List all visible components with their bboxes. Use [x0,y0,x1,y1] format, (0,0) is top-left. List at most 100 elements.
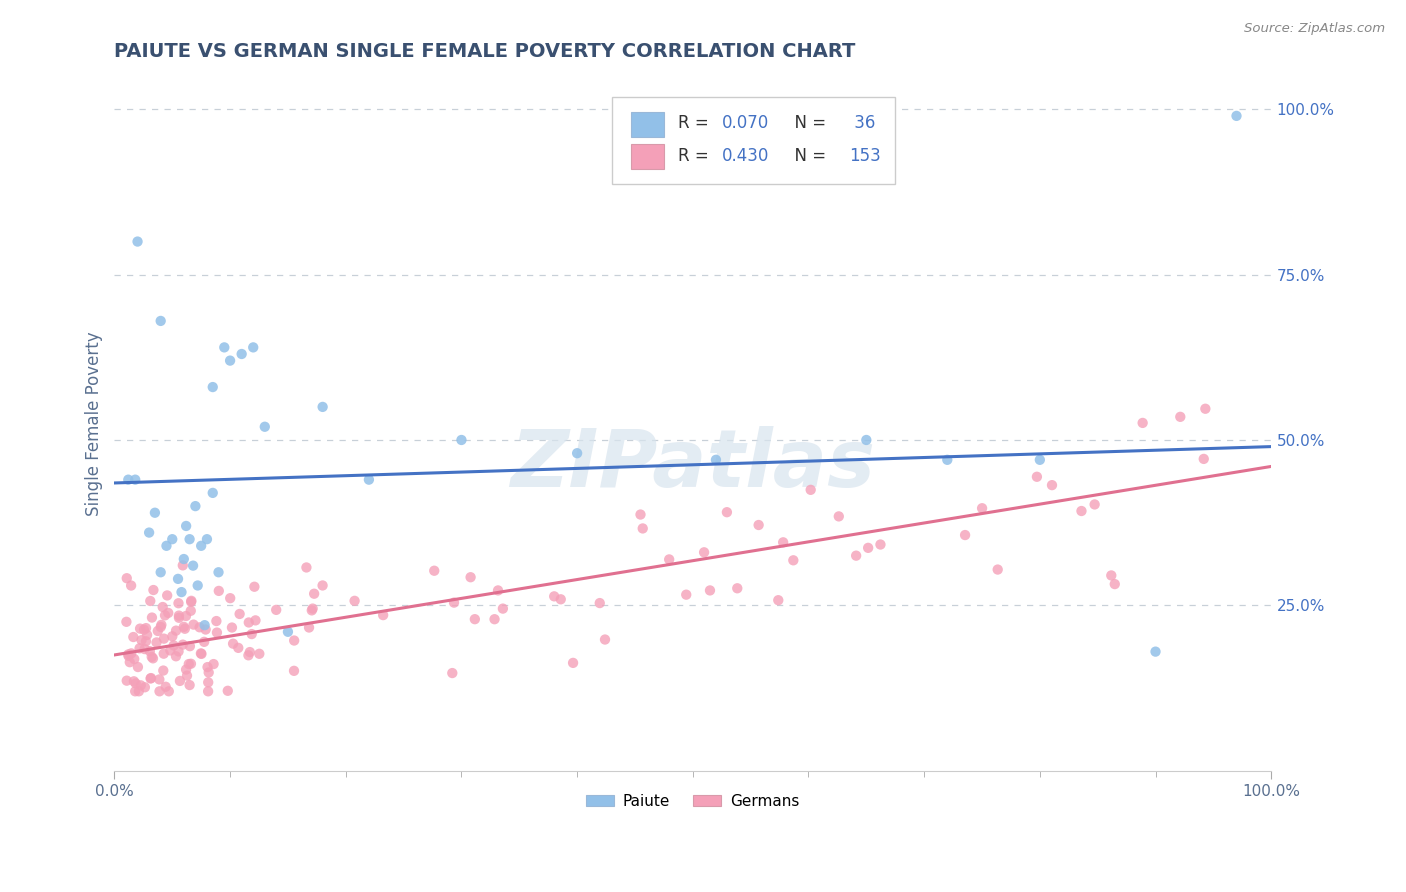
Point [264,603,287,617]
Point [190,647,212,661]
Point [172,638,194,652]
Point [122,652,145,666]
Text: N =: N = [785,147,831,165]
Point [239,645,262,659]
Point [173,620,195,634]
Point [197,665,219,680]
Point [748,518,770,533]
Point [167,608,190,623]
Point [214,340,236,354]
Point [221,621,243,635]
Point [157,684,180,698]
Point [543,590,565,604]
Point [148,684,170,698]
Point [153,608,176,623]
Point [180,594,202,608]
Point [157,606,180,620]
Point [128,641,150,656]
Point [155,539,177,553]
Point [188,620,211,634]
Point [441,666,464,681]
Point [179,678,201,692]
Point [162,532,184,546]
Point [357,473,380,487]
Point [150,618,173,632]
Point [172,558,194,573]
Point [170,585,193,599]
Point [194,623,217,637]
Point [658,552,681,566]
Point [562,656,585,670]
Point [173,622,195,636]
Point [146,624,169,638]
Point [127,660,149,674]
Text: 0.430: 0.430 [721,147,769,165]
Point [1025,470,1047,484]
Point [205,625,228,640]
Point [125,676,148,690]
Point [295,560,318,574]
Point [134,642,156,657]
Point [593,632,616,647]
Point [675,588,697,602]
Point [201,380,224,394]
Point [238,615,260,630]
Point [589,596,612,610]
Bar [631,112,664,136]
Bar [631,145,664,169]
Point [167,572,190,586]
Point [167,611,190,625]
Point [145,635,167,649]
Point [139,671,162,685]
Point [118,655,141,669]
Point [772,535,794,549]
Point [1132,416,1154,430]
Point [159,643,181,657]
Point [484,612,506,626]
Point [243,580,266,594]
Point [180,657,202,671]
Point [176,668,198,682]
Point [132,623,155,637]
Point [217,683,239,698]
Point [143,506,166,520]
Point [373,608,395,623]
Point [247,647,270,661]
Point [193,635,215,649]
Point [141,610,163,624]
Point [277,624,299,639]
Point [167,644,190,658]
Point [149,620,172,634]
Point [936,452,959,467]
Point [226,640,249,655]
Point [117,648,139,663]
Point [716,505,738,519]
Point [194,618,217,632]
Point [486,583,509,598]
Point [179,532,201,546]
Point [190,647,212,661]
Point [845,549,868,563]
Point [311,578,333,592]
Point [141,649,163,664]
Point [492,601,515,615]
Point [245,613,267,627]
Point [152,664,174,678]
Point [423,564,446,578]
Point [162,629,184,643]
Text: R =: R = [678,147,714,165]
Point [202,657,225,671]
Point [302,587,325,601]
Point [987,563,1010,577]
Point [464,612,486,626]
Point [725,581,748,595]
Point [124,473,146,487]
Point [205,614,228,628]
Point [197,660,219,674]
Point [117,648,139,662]
Point [238,648,260,663]
Point [115,615,138,629]
Text: 0.070: 0.070 [721,114,769,132]
Point [165,649,187,664]
Point [1040,478,1063,492]
